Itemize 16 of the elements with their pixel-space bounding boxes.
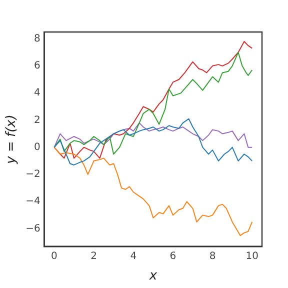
y-tick-label: −2 (26, 169, 40, 180)
y-tick-label: −4 (26, 196, 40, 208)
y-tick-label: −6 (26, 223, 40, 234)
y-tick-label: 6 (34, 60, 40, 72)
y-axis-title: y = f(x) (4, 114, 20, 165)
x-axis-title: x (148, 268, 158, 284)
x-tick-label: 10 (246, 250, 258, 262)
x-tick-label: 2 (90, 250, 97, 262)
x-tick-label: 8 (209, 250, 216, 262)
y-tick-label: 2 (34, 114, 40, 126)
x-tick-label: 0 (51, 250, 58, 262)
x-tick-label: 6 (170, 250, 176, 262)
y-tick-label: 4 (34, 88, 40, 99)
y-tick-label: 8 (34, 33, 40, 44)
y-tick-label: 0 (34, 142, 40, 153)
x-tick-label: 4 (130, 250, 137, 262)
